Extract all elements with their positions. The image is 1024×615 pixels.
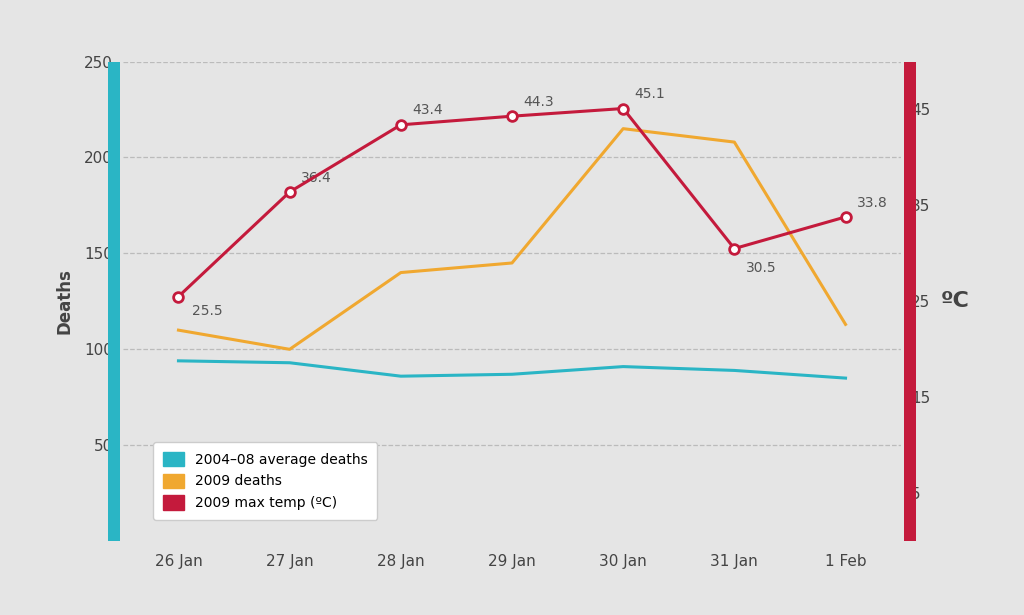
Text: 36.4: 36.4 — [301, 170, 332, 184]
Text: 25.5: 25.5 — [191, 304, 222, 318]
Legend: 2004–08 average deaths, 2009 deaths, 2009 max temp (ºC): 2004–08 average deaths, 2009 deaths, 200… — [154, 442, 377, 520]
Text: 44.3: 44.3 — [523, 95, 554, 109]
Y-axis label: ºC: ºC — [941, 292, 970, 311]
Text: 43.4: 43.4 — [412, 103, 442, 117]
Text: 45.1: 45.1 — [634, 87, 665, 101]
Y-axis label: Deaths: Deaths — [55, 268, 73, 335]
Text: 33.8: 33.8 — [857, 196, 888, 210]
Text: 30.5: 30.5 — [745, 261, 776, 275]
